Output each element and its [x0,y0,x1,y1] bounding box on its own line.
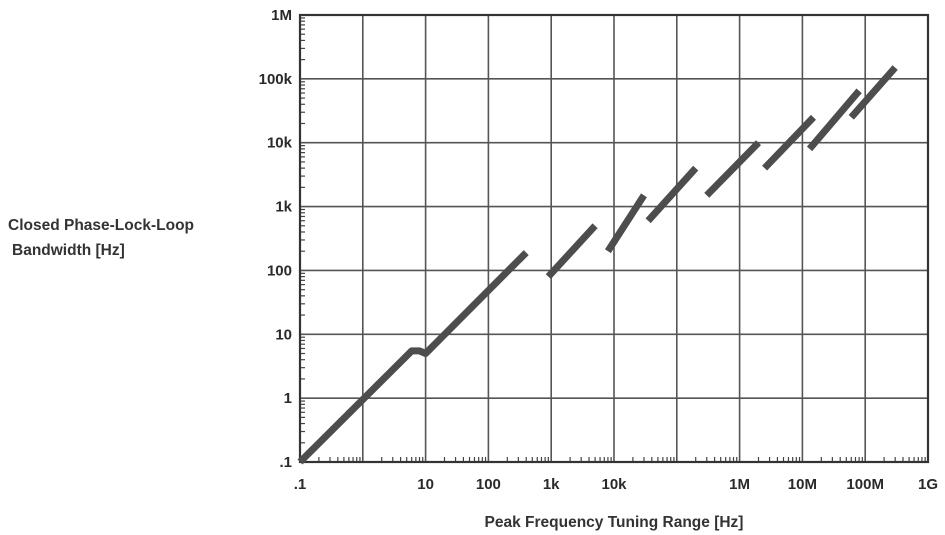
x-tick-label: .1 [294,476,307,493]
x-tick-label: 1k [543,476,560,493]
series-dash-segment [545,223,598,279]
y-tick-label: 1 [284,390,292,407]
x-tick-labels: .1 10 100 1k 10k 1M 10M 100M 1G [294,476,938,493]
x-axis-title: Peak Frequency Tuning Range [Hz] [485,514,744,531]
series-dash-segment [645,165,699,224]
x-tick-label: 10M [788,476,817,493]
y-axis-label-line-1: Closed Phase-Lock-Loop [8,217,195,234]
series-dash-segment [762,114,816,171]
y-tick-label: 10k [267,135,293,152]
y-tick-labels: 1M 100k 10k 1k 100 10 1 .1 [259,7,293,471]
y-tick-label: 100k [259,71,293,88]
y-tick-label: .1 [279,454,292,471]
y-tick-label: 1k [275,199,292,216]
series-layer [297,65,898,465]
x-tick-label: 1G [918,476,938,493]
y-axis-label: Closed Phase-Lock-Loop Bandwidth [Hz] [8,213,258,263]
x-tick-label: 10 [417,476,434,493]
x-tick-label: 100 [476,476,501,493]
x-tick-label: 100M [846,476,884,493]
series-dash-segment [604,193,647,254]
y-tick-label: 10 [275,326,292,343]
series-solid-line [297,250,529,465]
y-tick-label: 1M [271,7,292,24]
plot-frame [298,13,930,464]
x-tick-label: 1M [729,476,750,493]
series-dash-segment [704,140,762,198]
y-axis-label-line-2: Bandwidth [Hz] [12,242,125,259]
y-tick-label: 100 [267,262,292,279]
x-tick-label: 10k [601,476,627,493]
series-dash-segment [806,88,862,152]
series-dash-segment [848,65,898,120]
